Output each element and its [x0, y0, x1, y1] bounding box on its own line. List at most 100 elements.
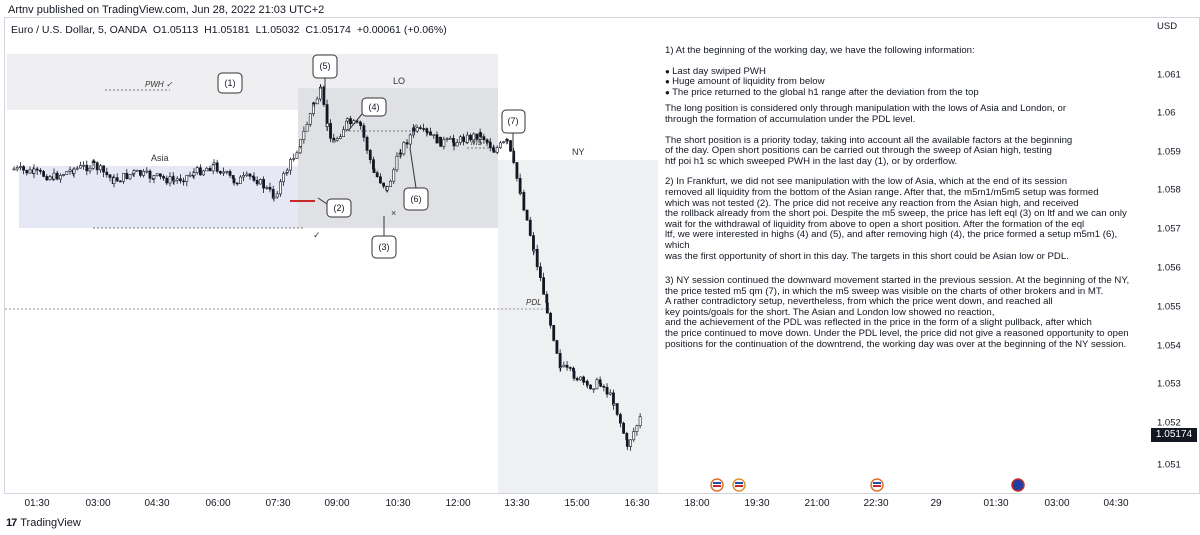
bearish-candle — [165, 177, 169, 184]
bullish-candle — [272, 196, 276, 199]
bullish-candle — [19, 166, 22, 168]
bearish-candle — [505, 138, 509, 141]
bearish-candle — [382, 182, 386, 187]
analysis-bullets: Last day swiped PWH Huge amount of liqui… — [665, 66, 1135, 99]
bearish-candle — [115, 177, 119, 182]
bearish-candle — [255, 180, 259, 185]
close-value: C1.05174 — [305, 24, 351, 36]
eu-flag-icon[interactable] — [1011, 478, 1025, 492]
bearish-candle — [45, 176, 49, 181]
price-axis[interactable]: USD 1.061 1.06 1.059 1.058 1.057 1.056 1… — [1151, 17, 1200, 494]
publisher-line: Artnv published on TradingView.com, Jun … — [8, 4, 325, 16]
bullish-candle — [72, 168, 76, 174]
bearish-candle — [312, 102, 316, 105]
bullish-candle — [202, 170, 206, 176]
bullish-candle — [562, 364, 566, 368]
time-tick: 03:00 — [1044, 498, 1070, 509]
ohlc-legend: Euro / U.S. Dollar, 5, OANDA O1.05113 H1… — [11, 24, 450, 36]
bullish-candle — [58, 175, 62, 180]
footer-brand[interactable]: TradingView — [20, 517, 81, 529]
bullish-candle — [145, 170, 149, 173]
time-tick: 09:00 — [324, 498, 350, 509]
bearish-candle — [625, 439, 629, 447]
bearish-candle — [568, 367, 572, 369]
bullish-candle — [395, 155, 399, 171]
bearish-candle — [55, 172, 59, 180]
bearish-candle — [235, 182, 239, 185]
bearish-candle — [349, 118, 352, 125]
us-flag-icon[interactable] — [732, 478, 746, 492]
callout-1: (1) — [217, 72, 243, 94]
bullish-candle — [62, 174, 66, 176]
chart-pane[interactable]: PWH ✓ Asia LO NY PDL m5 ✓ (1) (2) (3) (4… — [4, 17, 1152, 494]
change-value: +0.00061 (+0.06%) — [356, 24, 447, 36]
asia-label: Asia — [151, 153, 169, 163]
bullish-candle — [458, 136, 462, 143]
pdl-label: PDL — [526, 298, 542, 307]
bearish-candle — [162, 176, 166, 179]
bearish-candle — [232, 178, 236, 184]
bullish-candle — [32, 168, 36, 174]
svg-text:(1): (1) — [225, 78, 236, 88]
bearish-candle — [509, 140, 512, 152]
time-tick: 01:30 — [24, 498, 50, 509]
bearish-candle — [552, 325, 556, 341]
bearish-candle — [148, 170, 152, 179]
bullish-candle — [532, 248, 536, 252]
price-tick: 1.055 — [1157, 301, 1181, 313]
bearish-candle — [572, 370, 576, 379]
time-tick: 21:00 — [804, 498, 830, 509]
bullish-candle — [52, 172, 56, 180]
time-tick: 29 — [930, 498, 942, 509]
bearish-candle — [38, 169, 42, 172]
bullish-candle — [185, 174, 189, 182]
tradingview-logo-icon[interactable]: 17 — [6, 517, 17, 529]
symbol-name[interactable]: Euro / U.S. Dollar, 5, OANDA — [11, 24, 147, 36]
bearish-candle — [108, 174, 112, 178]
time-tick: 12:00 — [445, 498, 471, 509]
bullish-candle — [315, 98, 319, 105]
analysis-bullet: The price returned to the global h1 rang… — [665, 87, 1135, 99]
bearish-candle — [555, 340, 559, 354]
bullish-candle — [612, 403, 616, 406]
price-tick: 1.052 — [1157, 417, 1181, 429]
bullish-candle — [68, 169, 72, 172]
bullish-candle — [265, 186, 269, 189]
bullish-candle — [318, 87, 322, 100]
low-value: L1.05032 — [255, 24, 300, 36]
time-tick: 13:30 — [504, 498, 530, 509]
bullish-candle — [142, 171, 146, 176]
bearish-candle — [125, 172, 129, 180]
bearish-candle — [525, 209, 529, 221]
bearish-candle — [522, 192, 526, 211]
bullish-candle — [222, 171, 226, 174]
bearish-candle — [475, 133, 479, 140]
bullish-candle — [12, 168, 16, 171]
time-axis[interactable]: 01:30 03:00 04:30 06:00 07:30 09:00 10:3… — [4, 493, 1150, 515]
bearish-candle — [85, 164, 89, 172]
bearish-candle — [422, 128, 426, 130]
asia-session-box — [19, 166, 306, 228]
bearish-candle — [582, 376, 586, 383]
us-flag-icon[interactable] — [870, 478, 884, 492]
price-chart[interactable]: PWH ✓ Asia LO NY PDL m5 ✓ (1) (2) (3) (4… — [5, 18, 1151, 493]
us-flag-icon[interactable] — [710, 478, 724, 492]
bullish-candle — [408, 134, 412, 145]
svg-text:(4): (4) — [369, 102, 380, 112]
bullish-candle — [635, 425, 639, 432]
bullish-candle — [392, 169, 396, 182]
svg-text:(2): (2) — [334, 203, 345, 213]
bearish-candle — [199, 167, 202, 176]
bearish-candle — [589, 384, 592, 390]
bullish-candle — [152, 175, 156, 179]
bullish-candle — [465, 134, 469, 143]
bullish-candle — [632, 431, 636, 441]
m5-label: m5 ✓ — [471, 138, 491, 147]
bearish-candle — [252, 176, 256, 181]
bullish-candle — [192, 172, 196, 176]
bearish-candle — [372, 168, 376, 173]
bullish-candle — [335, 138, 339, 141]
bullish-candle — [295, 152, 299, 159]
bearish-candle — [215, 162, 219, 172]
bullish-candle — [325, 123, 329, 127]
